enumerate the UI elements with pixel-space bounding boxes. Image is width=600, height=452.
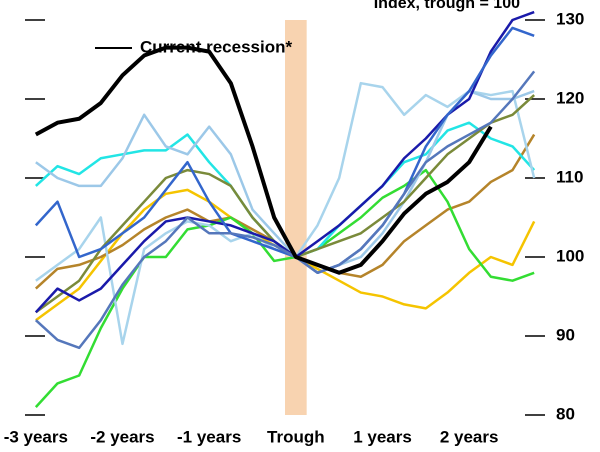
x-tick-label: -2 years bbox=[90, 427, 154, 446]
y-tick-label: 80 bbox=[556, 404, 575, 423]
series-line bbox=[34, 168, 535, 408]
x-tick-label: -1 years bbox=[177, 427, 241, 446]
x-tick-label: Trough bbox=[267, 427, 325, 446]
x-tick-label: 2 years bbox=[440, 427, 499, 446]
y-tick-label: 130 bbox=[556, 9, 584, 28]
y-tick-label: 110 bbox=[556, 167, 583, 186]
y-tick-label: 100 bbox=[556, 246, 584, 265]
series-line bbox=[34, 70, 536, 350]
series-line bbox=[34, 45, 493, 275]
recession-shading bbox=[285, 20, 307, 415]
x-tick-label: 1 years bbox=[353, 427, 412, 446]
y-tick-label: 90 bbox=[556, 325, 575, 344]
chart-title: Index, trough = 100 bbox=[374, 0, 520, 12]
series-line bbox=[34, 26, 535, 275]
legend-label: Current recession* bbox=[140, 37, 292, 56]
y-tick-label: 120 bbox=[556, 88, 584, 107]
x-tick-label: -3 years bbox=[4, 427, 68, 446]
